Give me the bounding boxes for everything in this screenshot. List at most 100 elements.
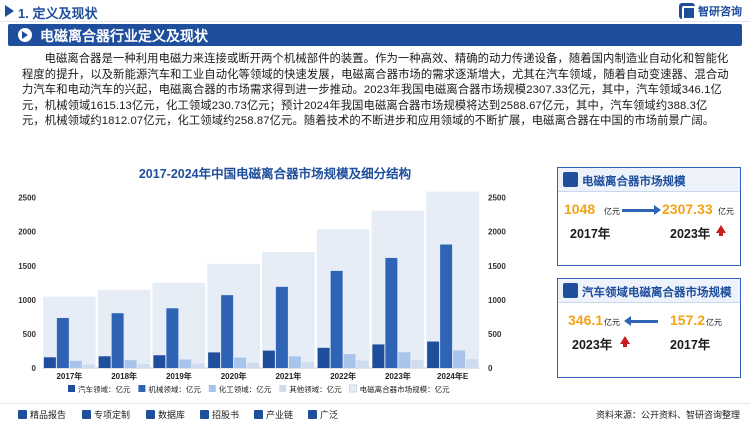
footer-link-label: 招股书 [212,410,240,420]
database-icon [146,410,155,419]
legend-swatch [279,385,287,392]
card-auto-left-value: 346.1 [568,312,604,328]
bar-machinery [166,308,179,368]
bar-machinery [275,286,288,368]
bar-chemical [69,360,82,368]
footer-link-custom[interactable]: 专项定制 [82,408,130,421]
market-size-bar-chart: 0 0 500 500 1000 1000 1500 1500 2000 2000 2500 2500… [18,191,506,394]
bar-total [152,282,206,368]
bar-other [247,362,260,368]
card-auto-title: 汽车领域电磁离合器市场规模 [582,287,732,299]
bar-auto [262,350,275,368]
x-tick-label: 2023年 [385,371,411,381]
bar-total [97,289,151,368]
wide-icon [308,410,317,419]
y-tick-label-left: 1000 [18,296,36,305]
card-auto-header: 汽车领域电磁离合器市场规模 [558,279,740,303]
bar-other [466,359,479,368]
y-tick-label-left: 0 [32,364,37,373]
footer-link-reports[interactable]: 精品报告 [18,408,66,421]
legend-label: 其他领域：亿元 [289,384,342,394]
legend-label: 汽车领域：亿元 [78,384,131,394]
bar-machinery [385,257,398,368]
footer-link-label: 专项定制 [94,410,131,420]
bar-chemical [288,356,301,368]
bar-chemical [453,350,466,368]
chain-icon [254,410,263,419]
bar-total [426,191,479,368]
y-tick-label-right: 2000 [488,228,506,237]
brand-name: 智研咨询 [698,6,742,18]
footer-link-wide[interactable]: 广泛 [308,408,338,421]
bar-total [43,296,96,368]
bar-auto [427,341,440,368]
card-auto-right-year: 2017年 [670,338,711,352]
brand-logo[interactable]: 智研咨询 [679,3,742,20]
legend-swatch [208,385,216,392]
legend-swatch [68,385,75,392]
x-tick-label: 2024年E [437,371,469,381]
up-arrow-icon [620,336,630,347]
card-total-from-unit: 亿元 [604,207,620,216]
legend-label: 机械领域：亿元 [148,384,201,394]
bar-auto [317,347,330,368]
bar-auto [43,357,56,368]
y-tick-label-left: 500 [23,330,37,339]
chart-icon [563,283,578,298]
bar-chemical [398,352,411,368]
bar-total [207,263,260,368]
card-auto-left-year: 2023年 [572,338,613,352]
x-tick-label: 2021年 [275,371,301,381]
bar-auto [98,356,111,368]
x-tick-label: 2019年 [166,371,192,381]
arrow-left-icon [624,316,658,326]
footer-link-label: 产业链 [266,410,294,420]
bar-total [316,229,370,368]
custom-icon [82,410,91,419]
y-tick-label-left: 2500 [18,194,36,203]
footer-link-label: 数据库 [158,410,186,420]
footer-link-chain[interactable]: 产业链 [254,408,293,421]
y-tick-label-left: 2000 [18,228,36,237]
arrow-right-icon [622,205,661,215]
card-total-to-year: 2023年 [670,227,711,241]
y-tick-label-right: 1000 [488,296,506,305]
footer-link-database[interactable]: 数据库 [146,408,185,421]
bar-chemical [234,357,247,368]
card-auto-right-unit: 亿元 [706,318,722,327]
card-auto-left-unit: 亿元 [604,318,620,327]
bar-other [356,360,369,368]
bar-machinery [330,270,343,368]
y-tick-label-right: 0 [488,364,493,373]
bar-chemical [124,360,137,368]
prospectus-icon [200,410,209,419]
banner-title: 电磁离合器行业定义及现状 [40,28,208,44]
footer-bar: 精品报告 专项定制 数据库 招股书 产业链 广泛 资料来源：公开资料、智研咨询整… [0,403,750,421]
bar-machinery [111,313,124,368]
bar-other [411,360,424,368]
legend-label: 化工领域：亿元 [219,384,272,394]
card-auto-right-value: 157.2 [670,312,706,328]
play-icon [18,28,32,42]
intro-paragraph: 电磁离合器是一种利用电磁力来连接或断开两个机械部件的装置。作为一种高效、精确的动… [22,53,729,128]
data-source: 资料来源：公开资料、智研咨询整理 [595,410,740,420]
bar-machinery [221,295,234,368]
x-tick-label: 2020年 [221,371,247,381]
card-total-to-value: 2307.33 [662,201,713,217]
bar-total [262,252,315,368]
bar-auto [372,344,385,368]
footer-link-label: 精品报告 [30,410,67,420]
card-total-from-year: 2017年 [570,227,611,241]
section-title: 1. 定义及现状 [18,6,98,21]
up-arrow-icon [716,225,726,236]
bar-other [82,364,95,368]
card-total-to-unit: 亿元 [718,207,734,216]
bar-machinery [56,317,69,368]
footer-link-prospectus[interactable]: 招股书 [200,408,239,421]
x-tick-label: 2017年 [56,371,82,381]
report-icon [18,410,27,419]
legend-label: 电磁离合器市场规模：亿元 [360,384,450,394]
card-total-header: 电磁离合器市场规模 [558,168,740,192]
footer-link-label: 广泛 [320,410,339,420]
y-tick-label-right: 500 [488,330,502,339]
